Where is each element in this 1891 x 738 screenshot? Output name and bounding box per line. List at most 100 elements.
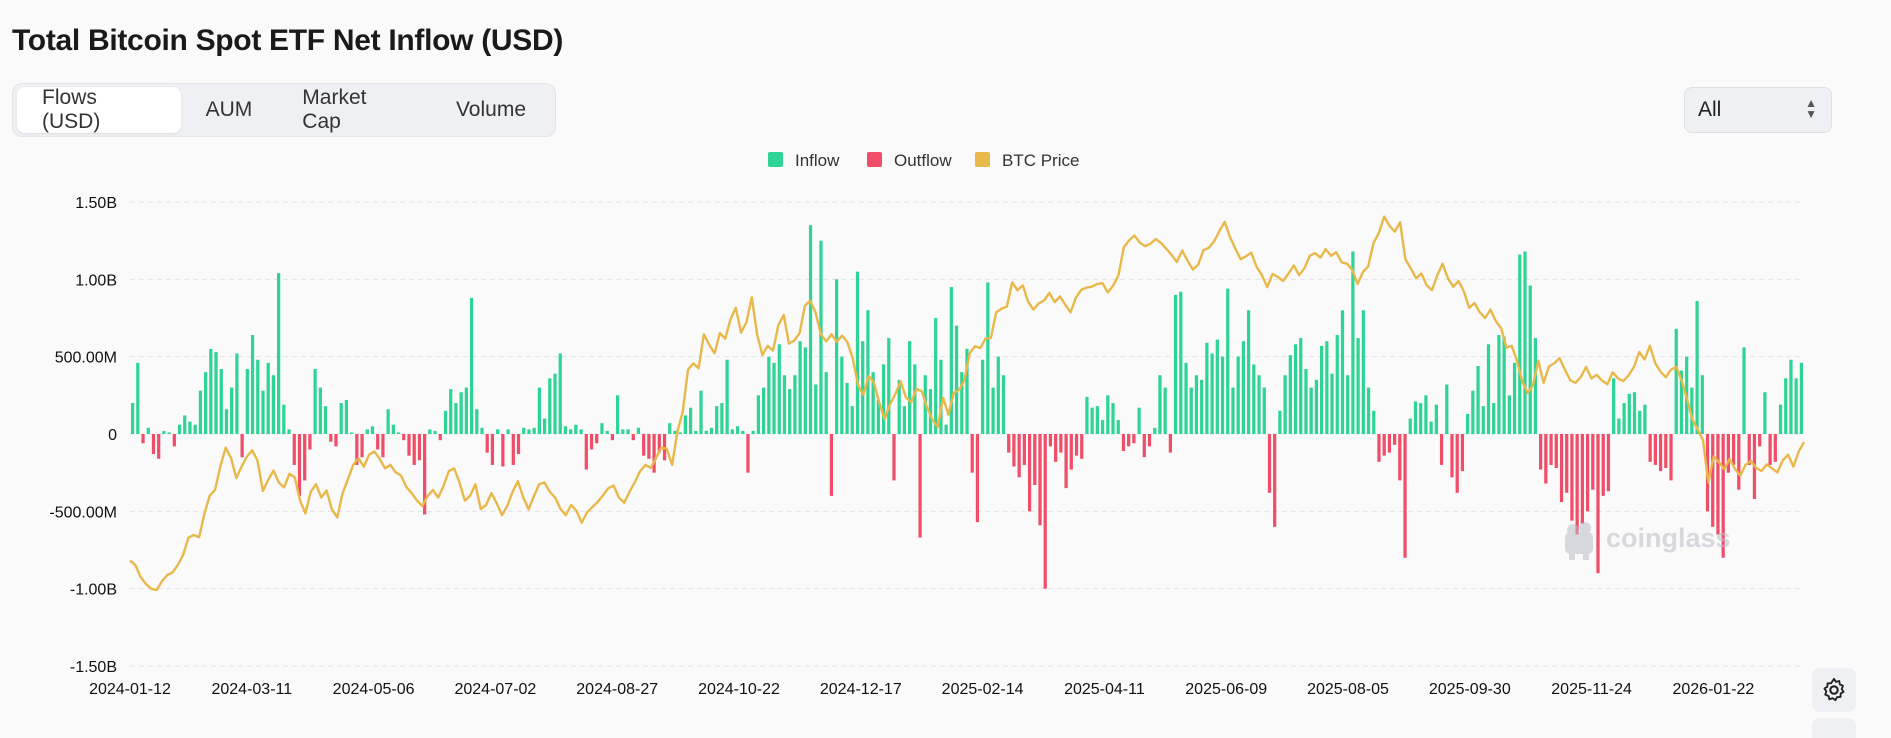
inflow-bar	[986, 282, 990, 434]
outflow-bar	[1127, 434, 1131, 447]
tab-market-cap[interactable]: Market Cap	[302, 86, 367, 133]
outflow-bar	[1080, 434, 1084, 459]
outflow-bar	[1664, 434, 1668, 469]
inflow-bar	[313, 369, 317, 434]
outflow-bar	[423, 434, 427, 515]
inflow-bar	[396, 432, 401, 434]
inflow-bar	[600, 423, 604, 434]
inflow-bar	[219, 369, 223, 434]
inflow-bar	[1424, 395, 1428, 434]
outflow-bar	[1460, 434, 1465, 472]
x-tick-label: 2024-12-17	[820, 681, 902, 698]
inflow-bar	[621, 429, 625, 434]
inflow-bar	[1507, 395, 1511, 434]
chevron-up-down-icon: ▲ ▼	[1805, 96, 1817, 121]
outflow-bar	[657, 434, 661, 453]
outflow-bar	[1731, 434, 1736, 465]
inflow-bar	[1466, 413, 1470, 434]
inflow-bar	[720, 403, 724, 434]
tab-aum[interactable]: AUM	[205, 98, 253, 121]
watermark-text: coinglass	[1606, 523, 1731, 553]
outflow-bar	[355, 434, 359, 465]
tab-volume[interactable]: Volume	[455, 98, 526, 121]
tab-flows[interactable]: Flows (USD)	[17, 86, 181, 133]
inflow-bar	[730, 429, 734, 434]
inflow-bar	[1330, 373, 1334, 434]
inflow-bar	[235, 353, 239, 434]
inflow-bar	[282, 404, 286, 434]
legend-label: Outflow	[894, 151, 952, 170]
inflow-bar	[428, 429, 432, 434]
inflow-bar	[1632, 392, 1637, 434]
outflow-bar	[1539, 434, 1543, 470]
outflow-bar	[501, 434, 505, 467]
outflow-bar	[1048, 434, 1053, 447]
range-select[interactable]: All ▲ ▼	[1684, 87, 1832, 133]
outflow-bar	[1054, 434, 1058, 462]
inflow-bar	[871, 372, 875, 434]
inflow-bar	[1361, 310, 1365, 434]
inflow-bar	[1471, 390, 1475, 434]
x-tick-label: 2025-11-24	[1551, 681, 1632, 698]
inflow-bar	[1445, 384, 1449, 434]
inflow-bar	[287, 429, 291, 434]
inflow-bar	[1304, 369, 1308, 434]
inflow-bar	[1366, 387, 1371, 434]
chart-extra-button[interactable]	[1812, 718, 1856, 738]
inflow-bar	[130, 403, 135, 434]
inflow-bar	[256, 359, 260, 434]
outflow-bar	[1565, 434, 1569, 493]
chart-settings-button[interactable]	[1812, 668, 1856, 712]
x-tick-label: 2025-06-09	[1185, 681, 1267, 698]
inflow-bar	[767, 356, 771, 434]
inflow-bar	[214, 352, 218, 434]
inflow-bar	[996, 356, 1000, 434]
x-tick-label: 2025-09-30	[1429, 681, 1511, 698]
outflow-bar	[1439, 434, 1444, 465]
outflow-bar	[1012, 434, 1016, 467]
inflow-bar	[1283, 375, 1287, 434]
inflow-bar	[1643, 404, 1647, 434]
inflow-bar	[908, 341, 912, 434]
inflow-bar	[1346, 375, 1350, 434]
page-title: Total Bitcoin Spot ETF Net Inflow (USD)	[12, 24, 564, 57]
inflow-bar	[1512, 362, 1517, 434]
inflow-bar	[1106, 395, 1110, 434]
outflow-bar	[141, 434, 145, 444]
inflow-bar	[1799, 362, 1804, 434]
inflow-bar	[193, 424, 197, 434]
outflow-bar	[1575, 434, 1579, 535]
outflow-bar	[1403, 434, 1407, 558]
inflow-bar	[350, 432, 354, 434]
outflow-bar	[1721, 434, 1725, 558]
inflow-bar	[944, 424, 948, 434]
inflow-bar	[803, 347, 807, 434]
inflow-bar	[569, 429, 573, 434]
inflow-bar	[527, 429, 531, 434]
btc-price-line-layer	[129, 215, 1806, 592]
inflow-bar	[965, 348, 969, 434]
inflow-bar	[913, 364, 917, 434]
inflow-bar	[668, 423, 672, 434]
inflow-bar	[1163, 387, 1167, 434]
outflow-bar	[1142, 434, 1146, 458]
outflow-bar	[172, 434, 176, 447]
outflow-bar	[1758, 434, 1762, 447]
inflow-bar	[876, 399, 880, 434]
outflow-bar	[1022, 434, 1026, 465]
inflow-bar	[1309, 387, 1313, 434]
inflow-bar	[188, 421, 192, 434]
inflow-bar	[605, 430, 609, 434]
outflow-bar	[1132, 434, 1136, 444]
inflow-bar	[1502, 336, 1506, 434]
range-select-value: All	[1698, 98, 1722, 121]
outflow-bar	[1669, 434, 1673, 481]
outflow-bar	[511, 434, 515, 465]
outflow-bar	[1606, 434, 1611, 492]
outflow-bar	[1768, 434, 1772, 465]
outflow-bar	[157, 434, 161, 459]
inflow-bar	[1116, 420, 1120, 434]
inflow-bar	[209, 348, 213, 434]
inflow-bar	[198, 390, 203, 434]
outflow-bar	[1726, 434, 1730, 473]
